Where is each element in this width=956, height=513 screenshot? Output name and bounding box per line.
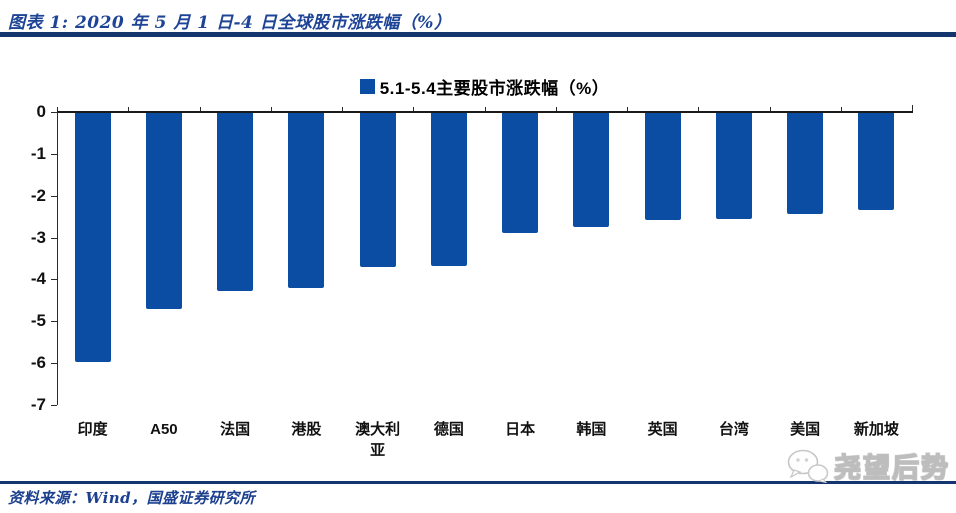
category-label: 美国 xyxy=(790,421,821,438)
legend-swatch-icon xyxy=(359,79,375,94)
x-axis-tick xyxy=(769,107,771,111)
y-axis-tick xyxy=(51,321,57,323)
y-axis-label: -3 xyxy=(30,227,46,247)
x-axis-tick xyxy=(555,107,557,111)
bar xyxy=(288,113,325,288)
bar xyxy=(145,113,182,310)
y-axis-tick xyxy=(51,195,57,197)
x-axis-tick xyxy=(128,107,130,111)
category-label: 印度 xyxy=(77,421,108,438)
watermark-text: 尧望后势 xyxy=(833,452,950,483)
y-axis-tick xyxy=(51,237,57,239)
category-label: 港股 xyxy=(291,421,322,438)
x-axis-tick xyxy=(270,107,272,111)
bar xyxy=(359,113,396,267)
x-axis-zero-line xyxy=(57,111,913,113)
source-note: 资料来源：Wind，国盛证券研究所 xyxy=(8,489,256,507)
x-axis-tick xyxy=(413,107,415,111)
bar xyxy=(644,113,681,221)
x-axis-tick xyxy=(342,107,343,111)
bar xyxy=(430,113,467,266)
category-label: 德国 xyxy=(433,421,464,438)
header-divider xyxy=(0,32,956,37)
y-axis-label: -2 xyxy=(30,185,46,205)
y-axis-tick xyxy=(51,279,57,281)
bar xyxy=(502,113,539,234)
x-axis-tick xyxy=(698,107,700,111)
bar xyxy=(787,113,824,215)
category-label: 日本 xyxy=(505,421,536,438)
y-axis-label: -5 xyxy=(30,311,46,331)
y-axis-tick xyxy=(51,112,57,113)
legend-label: 5.1-5.4主要股市涨跌幅（%） xyxy=(379,79,610,98)
plot-area xyxy=(57,105,913,405)
category-label: A50 xyxy=(150,421,178,438)
x-axis-tick xyxy=(912,105,913,111)
watermark: 尧望后势 xyxy=(786,446,950,485)
x-axis-tick xyxy=(57,107,58,111)
category-label: 澳大利亚 xyxy=(355,421,401,459)
category-label: 韩国 xyxy=(576,421,607,438)
y-axis-label: -7 xyxy=(30,395,46,414)
category-label: 新加坡 xyxy=(853,421,899,438)
y-axis-tick xyxy=(51,153,57,155)
y-axis-tick xyxy=(51,405,57,406)
bar xyxy=(573,113,610,228)
figure-title: 图表 1: 2020 年 5 月 1 日-4 日全球股市涨跌幅（%） xyxy=(8,13,452,33)
y-axis-label: 0 xyxy=(36,102,46,121)
chart-legend: 5.1-5.4主要股市涨跌幅（%） xyxy=(57,74,912,99)
footer-divider xyxy=(0,481,956,484)
y-axis-label: -1 xyxy=(30,143,46,163)
chat-bubbles-icon xyxy=(787,449,829,483)
category-label: 法国 xyxy=(220,421,251,438)
y-axis-label: -4 xyxy=(30,269,46,289)
bar xyxy=(858,113,895,211)
y-axis-tick xyxy=(51,363,57,365)
x-axis-tick xyxy=(840,107,842,111)
bar xyxy=(715,113,752,219)
x-axis-tick xyxy=(484,107,486,111)
y-axis-label: -6 xyxy=(30,353,46,373)
bar xyxy=(74,113,111,362)
category-label: 台湾 xyxy=(718,421,749,438)
x-axis-tick xyxy=(627,107,628,111)
y-axis-line xyxy=(57,112,58,405)
bar xyxy=(217,113,254,292)
x-axis-tick xyxy=(199,107,201,111)
category-label: 英国 xyxy=(647,421,678,438)
